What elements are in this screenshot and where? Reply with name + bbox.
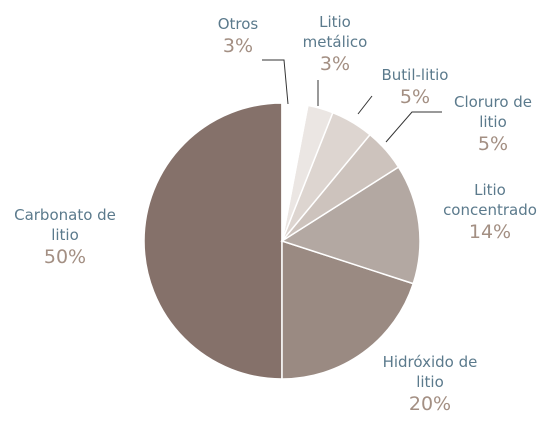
pie-slice — [143, 102, 283, 380]
slice-label: Hidróxido de litio 20% — [375, 352, 485, 416]
pie-slice — [281, 239, 415, 380]
slice-label: Litio concentrado 14% — [435, 180, 545, 244]
slice-label: Otros 3% — [198, 14, 278, 58]
value-label: 3% — [319, 53, 351, 75]
slice-label: Butil-litio 5% — [365, 65, 465, 109]
leader-line — [262, 59, 289, 105]
value-label: 20% — [408, 393, 452, 415]
slice-label: Litio metálico 3% — [295, 12, 375, 76]
value-label: 5% — [399, 86, 431, 108]
value-label: 5% — [477, 133, 509, 155]
category-name: Otros — [217, 15, 259, 33]
pie-slice — [280, 166, 421, 285]
value-label: 50% — [43, 246, 87, 268]
leader-line — [357, 95, 373, 115]
slice-label: Carbonato de litio 50% — [5, 205, 125, 269]
value-label: 14% — [468, 221, 512, 243]
category-name: Litio concentrado — [443, 181, 537, 219]
leader-line — [385, 111, 442, 143]
category-name: Butil-litio — [381, 66, 449, 84]
category-name: Cloruro de litio — [453, 93, 533, 131]
category-name: Litio metálico — [302, 13, 368, 51]
slice-label: Cloruro de litio 5% — [443, 92, 543, 156]
category-name: Carbonato de litio — [14, 206, 116, 244]
pie-slice — [281, 102, 309, 242]
value-label: 3% — [222, 35, 254, 57]
category-name: Hidróxido de litio — [382, 353, 478, 391]
